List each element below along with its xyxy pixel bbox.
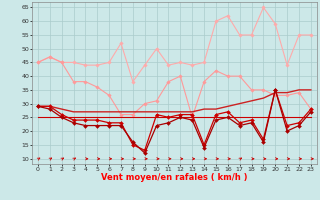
- X-axis label: Vent moyen/en rafales ( km/h ): Vent moyen/en rafales ( km/h ): [101, 173, 248, 182]
